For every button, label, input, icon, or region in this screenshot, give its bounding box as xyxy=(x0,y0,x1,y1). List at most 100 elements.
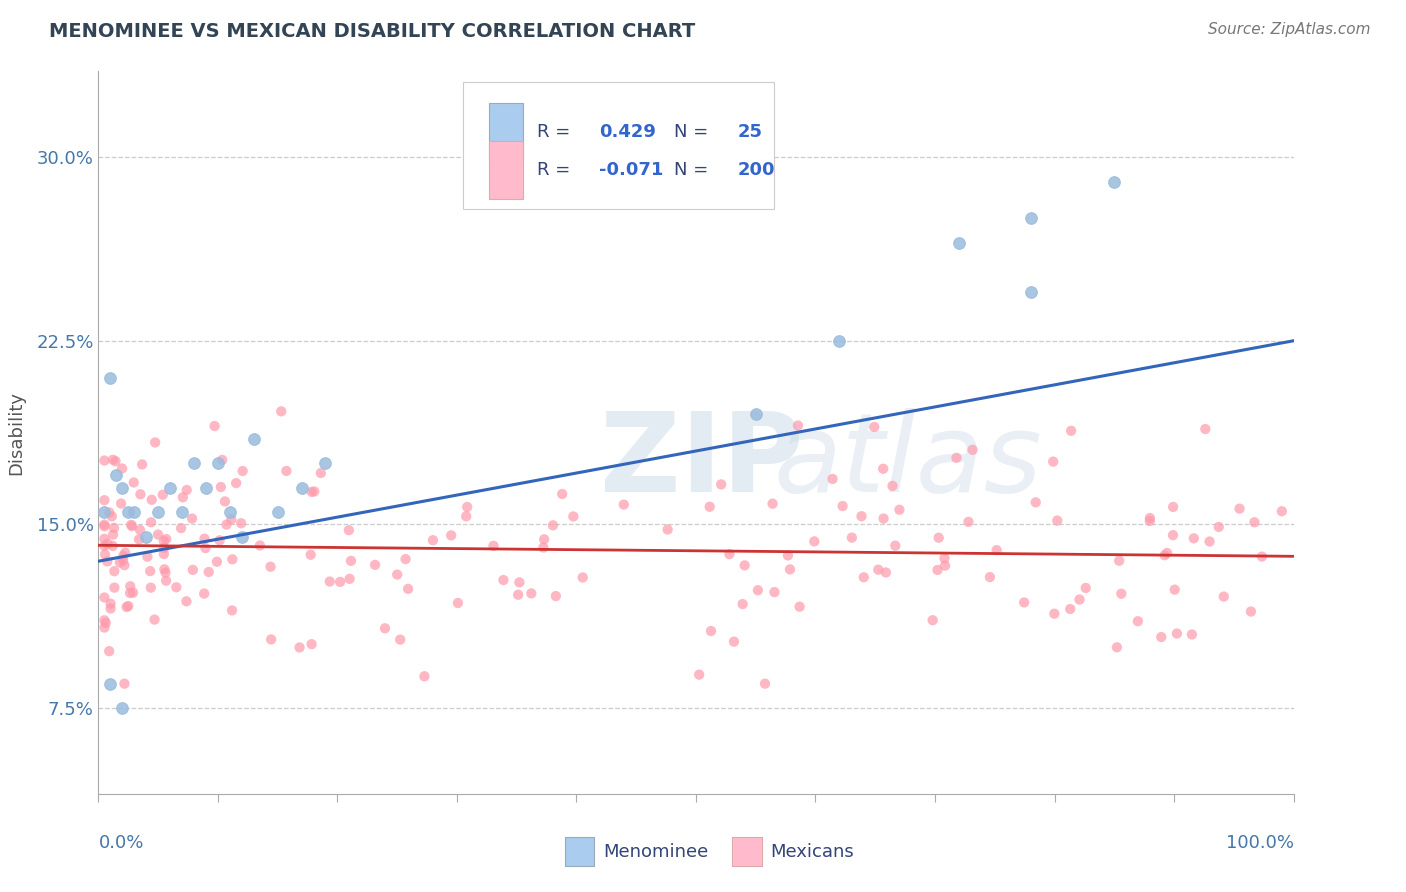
Text: Menominee: Menominee xyxy=(603,843,709,861)
Point xyxy=(232,464,254,478)
Point xyxy=(868,563,890,577)
FancyBboxPatch shape xyxy=(565,838,595,866)
Point xyxy=(120,586,142,600)
Point xyxy=(204,419,226,434)
Text: 100.0%: 100.0% xyxy=(1226,834,1294,852)
Point xyxy=(101,509,124,524)
Point xyxy=(1161,528,1184,542)
Point xyxy=(851,509,873,524)
Point xyxy=(193,586,215,600)
Point xyxy=(1212,590,1234,604)
Point xyxy=(828,334,851,348)
Point xyxy=(831,499,853,513)
Point xyxy=(492,573,515,587)
Point xyxy=(508,575,530,590)
Point xyxy=(181,511,204,525)
Point xyxy=(221,552,243,566)
Point xyxy=(114,676,136,690)
Point xyxy=(301,637,323,651)
Point xyxy=(1139,511,1161,525)
Point xyxy=(921,613,943,627)
Point xyxy=(301,484,323,499)
Point xyxy=(122,475,145,490)
Point xyxy=(101,539,124,553)
Point xyxy=(194,541,217,555)
Text: 200: 200 xyxy=(738,161,775,179)
Point xyxy=(1108,554,1130,568)
Point xyxy=(205,555,228,569)
Point xyxy=(110,497,132,511)
Point xyxy=(1025,495,1047,509)
Point xyxy=(103,581,125,595)
Point xyxy=(211,453,233,467)
Point xyxy=(219,505,242,519)
Point xyxy=(934,558,956,573)
Point xyxy=(114,558,136,573)
Point xyxy=(440,528,463,542)
Point xyxy=(249,539,271,553)
Point xyxy=(111,461,134,475)
Point xyxy=(1198,534,1220,549)
Point xyxy=(176,483,198,497)
Point xyxy=(1166,626,1188,640)
Point xyxy=(1046,514,1069,528)
Point xyxy=(315,456,337,470)
Point xyxy=(456,500,478,514)
Point xyxy=(170,521,193,535)
Point xyxy=(945,450,967,465)
Point xyxy=(141,492,163,507)
Point xyxy=(152,533,174,548)
Point xyxy=(231,516,253,531)
Text: MENOMINEE VS MEXICAN DISABILITY CORRELATION CHART: MENOMINEE VS MEXICAN DISABILITY CORRELAT… xyxy=(49,22,696,41)
Point xyxy=(93,591,115,605)
Point xyxy=(100,601,122,615)
Point xyxy=(340,554,363,568)
Point xyxy=(291,481,314,495)
Point xyxy=(121,519,143,533)
Point xyxy=(131,458,153,472)
Point xyxy=(153,547,176,561)
Point xyxy=(872,511,894,525)
Point xyxy=(172,505,194,519)
Point xyxy=(852,570,875,584)
Point xyxy=(267,505,290,519)
Point xyxy=(181,563,204,577)
Point xyxy=(533,533,555,547)
Text: Source: ZipAtlas.com: Source: ZipAtlas.com xyxy=(1208,22,1371,37)
Point xyxy=(1139,514,1161,528)
Point xyxy=(1194,422,1216,436)
Point xyxy=(221,512,243,526)
Point xyxy=(1243,515,1265,529)
Point xyxy=(129,523,152,537)
Point xyxy=(986,543,1008,558)
Point xyxy=(225,476,247,491)
Point xyxy=(129,487,152,501)
Point xyxy=(396,582,419,596)
Point xyxy=(152,488,174,502)
Point xyxy=(93,493,115,508)
Text: ZIP: ZIP xyxy=(600,408,804,515)
Point xyxy=(541,518,564,533)
Point xyxy=(734,558,756,573)
Point xyxy=(100,597,122,611)
Point xyxy=(128,533,150,547)
Point xyxy=(93,532,115,546)
Point xyxy=(979,570,1001,584)
Point xyxy=(934,551,956,566)
Point xyxy=(688,667,710,681)
Point xyxy=(389,632,412,647)
Point xyxy=(104,454,127,468)
Point xyxy=(176,594,198,608)
Point xyxy=(613,498,636,512)
Point xyxy=(422,533,444,548)
Point xyxy=(562,509,585,524)
Point xyxy=(700,624,723,638)
Point xyxy=(98,676,122,690)
Point xyxy=(103,564,125,578)
Point xyxy=(93,517,115,532)
Point xyxy=(1229,501,1251,516)
Point xyxy=(962,442,984,457)
Point xyxy=(243,432,266,446)
Text: Mexicans: Mexicans xyxy=(770,843,853,861)
Point xyxy=(571,570,593,584)
